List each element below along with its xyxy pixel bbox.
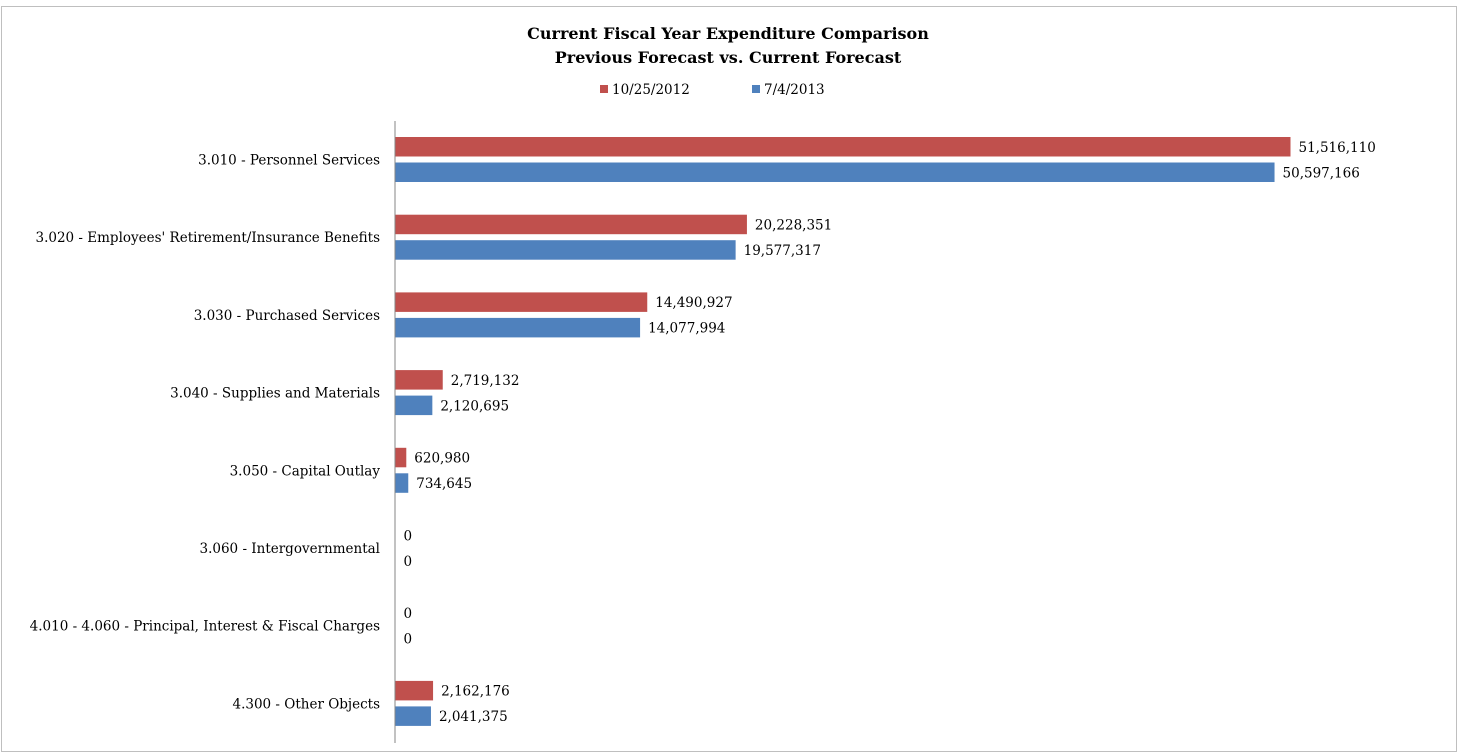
category-label: 4.010 - 4.060 - Principal, Interest & Fi… [30, 619, 380, 635]
data-label: 20,228,351 [755, 217, 832, 233]
bar-current [395, 162, 1275, 182]
category-label: 3.020 - Employees' Retirement/Insurance … [35, 230, 380, 246]
category-label: 3.050 - Capital Outlay [230, 463, 381, 479]
plot-area: 3.010 - Personnel Services 51,516,110 50,5… [30, 121, 1376, 743]
bar-current [395, 240, 736, 260]
category-label: 3.010 - Personnel Services [198, 153, 380, 169]
bar-current [395, 473, 409, 493]
data-label: 2,719,132 [451, 373, 520, 389]
bar-current [395, 706, 431, 726]
bar-current [395, 395, 433, 416]
chart-title: Current Fiscal Year Expenditure Comparis… [527, 24, 929, 43]
bar-current [395, 317, 641, 338]
bar-previous [395, 214, 747, 235]
legend-label-0: 10/25/2012 [612, 82, 690, 98]
data-label: 14,077,994 [648, 321, 725, 337]
legend-swatch-0 [600, 85, 608, 93]
data-label: 0 [404, 631, 413, 647]
data-label: 734,645 [416, 476, 472, 492]
category-label: 3.030 - Purchased Services [194, 308, 380, 324]
category-label: 4.300 - Other Objects [232, 696, 380, 712]
data-label: 620,980 [414, 451, 470, 467]
bar-previous [395, 370, 443, 390]
data-label: 14,490,927 [655, 295, 732, 311]
legend-swatch-1 [752, 85, 760, 93]
legend: 10/25/2012 7/4/2013 [600, 82, 825, 98]
data-label: 51,516,110 [1299, 140, 1376, 156]
category-label: 3.040 - Supplies and Materials [170, 386, 380, 402]
data-label: 50,597,166 [1283, 165, 1360, 181]
data-label: 2,120,695 [440, 398, 509, 414]
bar-previous [395, 680, 434, 701]
category-label: 3.060 - Intergovernmental [200, 541, 381, 557]
bar-previous [395, 292, 648, 312]
data-label: 2,041,375 [439, 709, 508, 725]
data-label: 2,162,176 [441, 684, 510, 700]
data-label: 0 [404, 606, 413, 622]
legend-label-1: 7/4/2013 [764, 82, 825, 98]
data-label: 0 [404, 528, 413, 544]
chart-subtitle: Previous Forecast vs. Current Forecast [555, 48, 902, 67]
data-label: 0 [404, 554, 413, 570]
bar-previous [395, 447, 407, 468]
data-label: 19,577,317 [744, 243, 821, 259]
chart-frame [1, 6, 1457, 752]
bar-previous [395, 137, 1291, 157]
